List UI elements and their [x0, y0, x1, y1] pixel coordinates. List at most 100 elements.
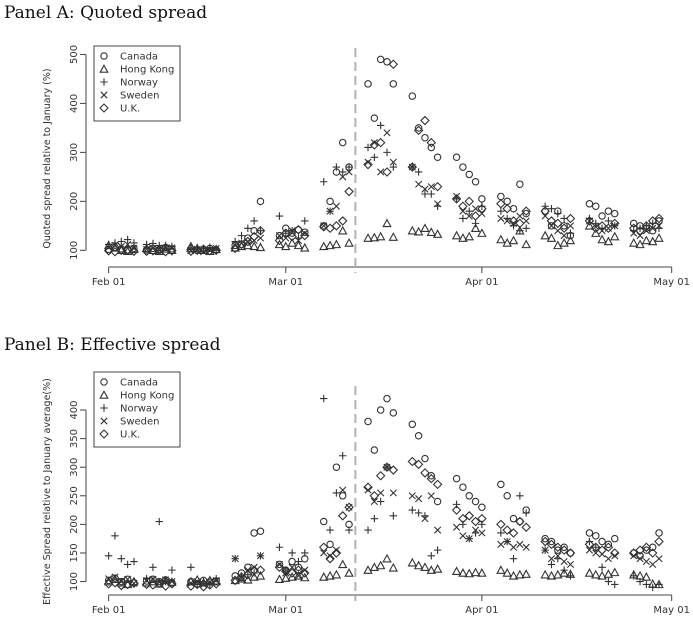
panel-a-point [432, 229, 443, 238]
panel-b-legend-marker [100, 404, 108, 412]
panel-b-title: Panel B: Effective spread [4, 335, 221, 355]
panel-a-point [427, 190, 435, 198]
panel-a-y-tick-label: 300 [69, 143, 80, 162]
panel-a-point [143, 245, 151, 253]
panel-b-point [592, 549, 600, 557]
panel-a-point [255, 225, 266, 236]
panel-a-point [237, 239, 246, 247]
panel-b-point [255, 570, 266, 580]
panel-b-point [432, 564, 443, 573]
panel-b-point [452, 500, 461, 509]
panel-a-x-tick-label: Mar 01 [268, 277, 303, 288]
panel-a-point [565, 213, 576, 224]
panel-b-point [155, 517, 163, 526]
panel-a-point [610, 209, 619, 218]
panel-b-point [610, 567, 620, 577]
panel-b-point [250, 529, 258, 537]
panel-b-point [382, 462, 392, 472]
panel-b-point [212, 575, 220, 583]
panel-a-x-tick-label: Feb 01 [92, 277, 126, 288]
panel-b-point [566, 549, 575, 557]
panel-b-point [630, 572, 638, 580]
panel-a-point [243, 240, 253, 250]
panel-b-point [464, 511, 475, 521]
panel-b-point [141, 579, 152, 590]
panel-a-point [470, 211, 481, 221]
panel-a-point [383, 148, 391, 157]
panel-a-point [255, 242, 266, 252]
panel-b-point [281, 566, 291, 577]
panel-a-y-tick-label: 200 [69, 192, 80, 211]
panel-b-point [497, 529, 505, 537]
panel-b-point [154, 578, 165, 589]
panel-b-point [413, 459, 424, 470]
panel-a-point [508, 235, 519, 245]
panel-b-point [540, 536, 550, 547]
panel-a-point [592, 223, 600, 231]
panel-b-point [369, 491, 380, 501]
panel-b-point [149, 575, 157, 583]
panel-b-point [275, 560, 284, 568]
panel-a-point [609, 218, 620, 229]
panel-a-point [554, 209, 562, 218]
panel-b-point [319, 517, 328, 526]
panel-a-point [459, 207, 467, 215]
panel-b-legend-label: Norway [120, 404, 158, 415]
panel-b-point [388, 465, 399, 475]
panel-a-point [293, 224, 304, 235]
panel-a-point [293, 240, 304, 250]
panel-a-point [470, 223, 481, 233]
panel-a-point [364, 158, 372, 166]
panel-b-point [647, 548, 658, 558]
panel-a-series-hong-kong [103, 218, 664, 256]
panel-b-point [478, 529, 486, 537]
panel-b-point [540, 569, 550, 579]
panel-b-point [256, 552, 265, 560]
panel-a-point [294, 236, 303, 245]
panel-a-point [540, 206, 550, 216]
panel-b-point [318, 542, 329, 553]
panel-b-point [375, 560, 386, 570]
panel-a-point [497, 192, 505, 201]
panel-a-point [496, 199, 506, 209]
panel-a-point [464, 196, 475, 207]
panel-a-point [111, 241, 119, 250]
panel-b-point [458, 513, 468, 524]
panel-b-point [641, 572, 652, 581]
panel-b-point [478, 503, 486, 511]
panel-a-point [231, 241, 239, 250]
panel-a-point [318, 222, 329, 232]
panel-b-point [565, 548, 576, 558]
panel-b-point [433, 497, 442, 506]
panel-a-point [338, 138, 347, 147]
panel-a-point [388, 232, 399, 241]
panel-b-point [592, 543, 600, 551]
panel-b-y-tick-label: 350 [69, 429, 80, 448]
panel-a-point [325, 240, 335, 250]
panel-b-point [628, 548, 639, 558]
panel-b-chart: 100 150 200 250 300 350 400 Feb 01 Mar 01 Apr 01 M… [42, 371, 690, 616]
panel-a-point [199, 248, 208, 256]
panel-b-point [522, 509, 530, 517]
panel-a-point [459, 214, 467, 223]
panel-a-point [230, 243, 240, 254]
panel-a-point [559, 238, 569, 247]
panel-b-point [603, 569, 614, 578]
panel-b-point [243, 569, 253, 580]
panel-b-point [604, 540, 613, 549]
panel-a-point [130, 244, 138, 252]
panel-a-point [103, 246, 114, 256]
panel-b-y-axis-label: Effective Spread relative to January ave… [42, 378, 53, 605]
panel-a-point [628, 223, 639, 234]
panel-b-point [110, 577, 120, 588]
panel-b-point [344, 568, 354, 577]
panel-b-point [332, 489, 341, 497]
panel-a-point [433, 153, 442, 162]
panel-b-point [496, 519, 506, 530]
panel-a-point [282, 229, 290, 237]
panel-a-point [167, 246, 177, 256]
panel-b-point [117, 554, 126, 563]
panel-b-point [408, 506, 417, 514]
panel-a-point [503, 217, 511, 225]
panel-b-point [554, 546, 562, 554]
